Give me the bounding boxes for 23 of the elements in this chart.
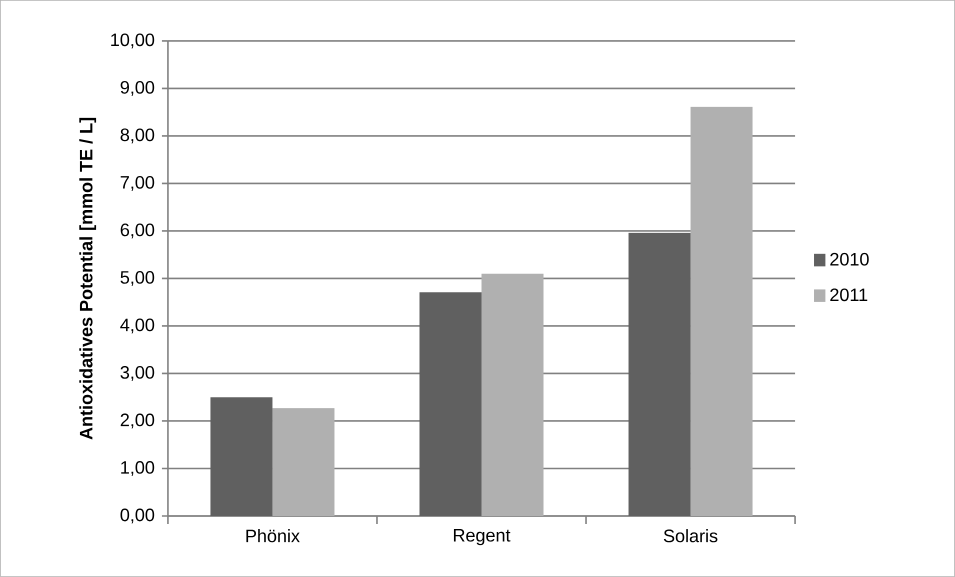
legend-label: 2011	[830, 288, 868, 302]
y-tick-label: 8,00	[120, 128, 154, 144]
bar	[419, 292, 482, 516]
y-tick-label: 2,00	[120, 414, 154, 428]
bar	[690, 106, 753, 516]
y-tick-label: 0,00	[120, 508, 154, 524]
bar	[628, 232, 691, 516]
y-tick-label: 10,00	[111, 33, 154, 48]
bar	[272, 408, 334, 516]
x-tick-label: Regent	[454, 529, 510, 546]
y-tick-label: 6,00	[120, 224, 154, 238]
legend-label: 2010	[830, 252, 869, 266]
bar	[210, 397, 272, 516]
y-tick-label: 3,00	[120, 366, 154, 381]
y-axis-title: Antioxidatives Potential [mmol TE / L]	[79, 118, 96, 440]
x-tick-label: Phönix	[246, 529, 300, 542]
bar	[482, 274, 544, 516]
y-tick-label: 7,00	[120, 176, 154, 191]
y-tick-label: 1,00	[121, 461, 154, 476]
y-tick-label: 4,00	[120, 318, 154, 334]
y-tick-label: 5,00	[120, 271, 154, 286]
y-tick-label: 9,00	[120, 81, 154, 96]
x-tick-label: Solaris	[664, 529, 718, 542]
